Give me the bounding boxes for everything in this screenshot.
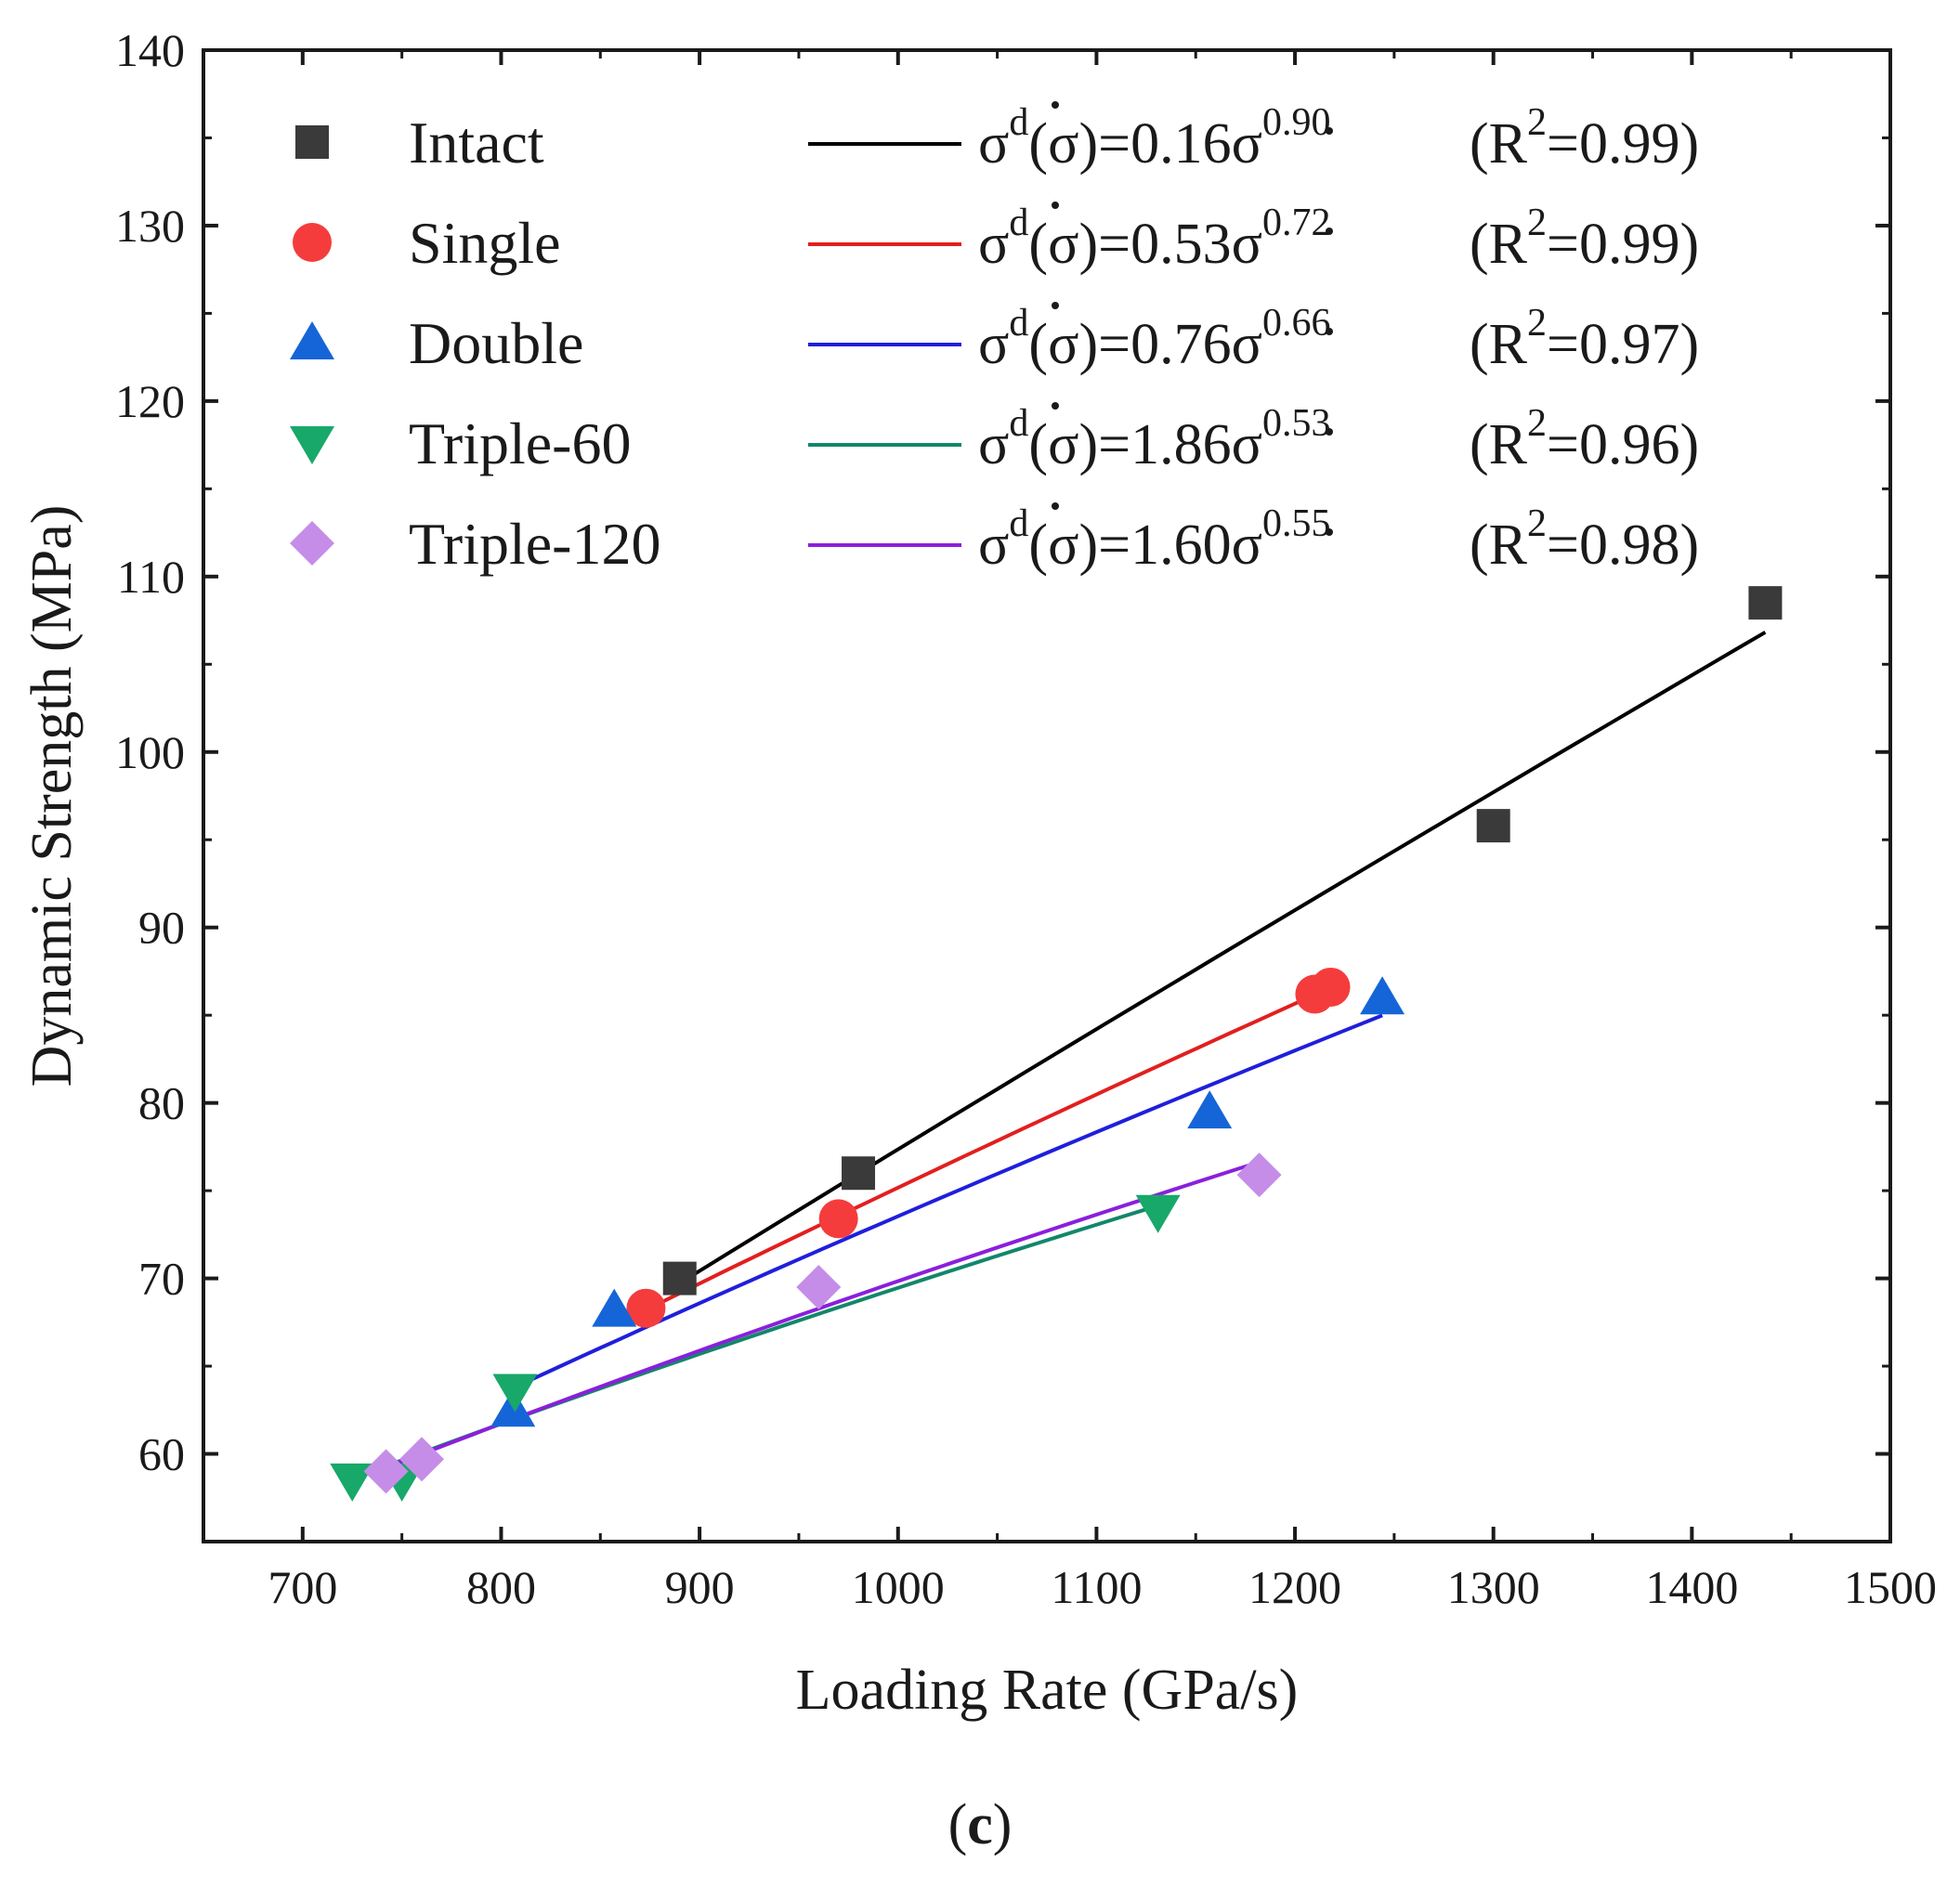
y-tick-label: 100: [115, 726, 185, 778]
fit-line-intact: [669, 631, 1767, 1292]
legend-label: Triple-120: [409, 511, 660, 577]
sigma-dot: [1052, 302, 1059, 309]
sigma-dot: [1052, 402, 1059, 410]
legend-r2: (R2=0.99): [1470, 202, 1699, 276]
legend: Intact σd(σ)=0.16σ0.90 (R2=0.99) Single σd(σ…: [290, 101, 1699, 577]
sigma-dot: [1052, 101, 1059, 109]
y-tick-label: 90: [138, 902, 185, 954]
x-tick-label: 1500: [1844, 1561, 1937, 1613]
sigma-dot: [1052, 202, 1059, 209]
data-markers: [330, 586, 1783, 1502]
data-point-single: [626, 1288, 666, 1328]
data-point-triple-60: [492, 1374, 538, 1413]
legend-r2: (R2=0.99): [1470, 101, 1699, 176]
data-point-triple-60: [1135, 1194, 1181, 1233]
legend-r2: (R2=0.96): [1470, 402, 1699, 476]
data-point-intact: [662, 1261, 697, 1296]
x-tick-label: 900: [665, 1561, 735, 1613]
data-point-triple-120: [399, 1437, 445, 1482]
legend-label: Triple-60: [409, 410, 631, 476]
x-tick-label: 700: [268, 1561, 337, 1613]
fit-line-single: [648, 983, 1336, 1310]
x-tick-label: 1400: [1645, 1561, 1738, 1613]
y-tick-label: 110: [117, 551, 185, 603]
data-point-double: [1187, 1090, 1233, 1129]
y-axis-title: Dynamic Strength (MPa): [20, 505, 84, 1087]
x-tick-label: 1300: [1447, 1561, 1540, 1613]
fit-line-double: [510, 1013, 1383, 1391]
data-point-intact: [1476, 809, 1510, 843]
sigma-dot: [1326, 328, 1333, 335]
data-point-single: [818, 1199, 858, 1239]
legend-label: Single: [409, 210, 561, 276]
legend-equation: σd(σ)=0.76σ0.66: [978, 302, 1331, 376]
data-point-intact: [842, 1156, 876, 1191]
legend-equation: σd(σ)=0.53σ0.72: [978, 202, 1331, 276]
y-tick-label: 70: [138, 1253, 185, 1305]
data-point-triple-120: [796, 1265, 842, 1310]
y-tick-label: 130: [115, 200, 185, 252]
sigma-dot: [1326, 228, 1333, 235]
sigma-dot: [1326, 127, 1333, 135]
data-point-single: [1311, 967, 1351, 1007]
fit-lines: [367, 631, 1767, 1475]
y-tick-label: 80: [138, 1077, 185, 1129]
legend-r2: (R2=0.98): [1470, 502, 1699, 577]
legend-marker-single: [293, 223, 332, 262]
legend-equation: σd(σ)=0.16σ0.90: [978, 101, 1331, 176]
data-point-triple-120: [363, 1449, 409, 1494]
data-point-triple-60: [330, 1463, 375, 1502]
legend-r2: (R2=0.97): [1470, 302, 1699, 376]
x-tick-label: 800: [466, 1561, 536, 1613]
legend-equation: σd(σ)=1.60σ0.55: [978, 502, 1331, 577]
plot-frame: [202, 48, 1892, 1543]
data-point-double: [592, 1288, 637, 1327]
fit-line-triple-60: [367, 1204, 1159, 1475]
y-tick-label: 60: [138, 1428, 185, 1480]
data-point-triple-120: [1236, 1152, 1282, 1198]
x-tick-label: 1100: [1051, 1561, 1142, 1613]
sigma-dot: [1052, 502, 1059, 510]
legend-marker-double: [290, 321, 334, 359]
data-point-intact: [1748, 586, 1783, 620]
y-tick-label: 140: [115, 24, 185, 76]
legend-marker-triple-60: [290, 426, 334, 464]
y-tick-label: 120: [115, 375, 185, 427]
x-tick-label: 1000: [852, 1561, 945, 1613]
data-point-double: [1360, 976, 1405, 1015]
panel-label: (c): [948, 1793, 1013, 1856]
x-axis-title: Loading Rate (GPa/s): [796, 1659, 1299, 1722]
legend-label: Double: [409, 310, 583, 376]
legend-equation: σd(σ)=1.86σ0.53: [978, 402, 1331, 476]
axis-ticks: 700 800 900 1000 1100 1200 1300 1400 1500 60 70 80 9…: [115, 24, 1937, 1613]
x-tick-label: 1200: [1248, 1561, 1341, 1613]
legend-marker-intact: [295, 125, 329, 159]
sigma-dot: [1326, 528, 1333, 536]
legend-marker-triple-120: [290, 521, 334, 566]
legend-label: Intact: [409, 110, 544, 176]
sigma-dot: [1326, 428, 1333, 436]
